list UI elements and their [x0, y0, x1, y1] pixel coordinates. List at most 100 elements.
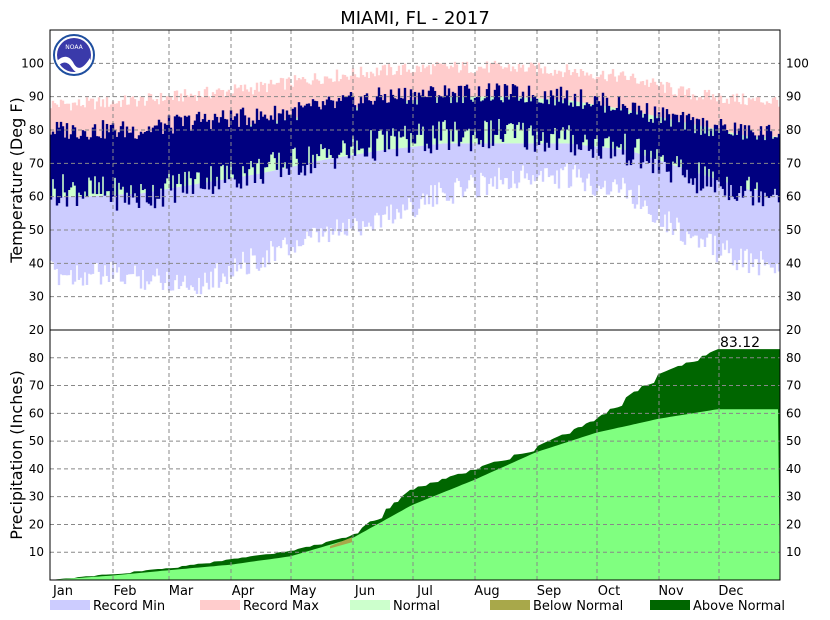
record-min-bars — [49, 143, 781, 295]
record-max-bar — [773, 96, 777, 137]
record-min-bar — [653, 158, 657, 223]
observed-temp-bar — [275, 123, 279, 170]
record-max-bar — [89, 98, 93, 143]
record-min-bar — [385, 149, 389, 207]
observed-temp-bar — [361, 103, 365, 149]
record-max-bar — [287, 77, 291, 119]
observed-temp-bar — [247, 117, 251, 170]
observed-temp-bar — [181, 126, 185, 193]
record-max-bar — [641, 81, 645, 114]
observed-temp-bar — [427, 90, 431, 149]
record-max-bar — [507, 64, 511, 97]
observed-temp-bar — [259, 111, 263, 180]
record-min-bar — [391, 148, 395, 224]
record-min-bar — [277, 169, 281, 247]
record-min-bar — [713, 178, 717, 236]
observed-temp-bar — [591, 104, 595, 158]
record-min-bar — [109, 195, 113, 263]
record-min-bar — [395, 148, 399, 209]
record-min-bar — [463, 143, 467, 192]
record-min-bar — [301, 164, 305, 245]
record-max-bar — [367, 78, 371, 106]
record-min-bar — [59, 196, 63, 275]
observed-temp-bar — [435, 102, 439, 150]
record-max-bar — [61, 100, 65, 144]
record-min-bar — [215, 180, 219, 264]
record-max-bar — [649, 82, 653, 116]
record-max-bar — [595, 76, 599, 105]
observed-temp-bar — [223, 118, 227, 183]
record-max-bar — [647, 86, 651, 115]
precip-tick-right: 70 — [786, 379, 801, 393]
record-min-bar — [627, 150, 631, 191]
record-min-bar — [325, 159, 329, 227]
record-min-bar — [265, 172, 269, 251]
observed-temp-bar — [281, 109, 285, 168]
record-max-bar — [473, 73, 477, 97]
observed-temp-bar — [759, 126, 763, 192]
record-min-bar — [151, 191, 155, 276]
record-max-bar — [53, 103, 57, 144]
record-min-bar — [149, 191, 153, 282]
record-max-bar — [221, 89, 225, 130]
record-max-bar — [313, 73, 317, 115]
record-min-bar — [139, 193, 143, 289]
record-min-bar — [431, 144, 435, 207]
record-max-bar — [625, 79, 629, 110]
observed-temp-bar — [349, 92, 353, 147]
observed-temp-bar — [553, 105, 557, 128]
record-min-bar — [141, 192, 145, 270]
record-min-bar — [709, 177, 713, 235]
record-max-bar — [511, 66, 515, 98]
record-min-bar — [551, 143, 555, 176]
record-max-bar — [219, 90, 223, 130]
legend-label: Record Max — [243, 599, 319, 614]
legend-swatch — [200, 600, 240, 610]
record-min-bar — [751, 190, 755, 268]
observed-temp-bar — [625, 107, 629, 166]
record-max-bar — [609, 73, 613, 108]
record-max-bar — [419, 71, 423, 100]
record-max-bar — [211, 92, 215, 132]
record-min-bar — [415, 146, 419, 215]
observed-temp-bar — [157, 119, 161, 199]
legend-label: Above Normal — [693, 599, 785, 614]
observed-temp-bar — [571, 106, 575, 135]
record-min-bar — [475, 143, 479, 198]
temp-tick-left: 80 — [29, 123, 44, 137]
observed-temp-bar — [611, 109, 615, 142]
observed-temp-bar — [297, 102, 301, 175]
observed-temp-bar — [391, 94, 395, 129]
record-max-bar — [777, 106, 781, 137]
record-max-bar — [121, 99, 125, 142]
observed-temp-bar — [337, 98, 341, 155]
record-max-bar — [493, 60, 497, 97]
observed-temp-bar — [761, 134, 765, 207]
record-min-bar — [143, 192, 147, 290]
record-min-bar — [353, 154, 357, 219]
observed-temp-bar — [103, 138, 107, 196]
observed-temp-bar — [383, 93, 387, 153]
record-max-bar — [427, 65, 431, 99]
record-max-bar — [307, 83, 311, 116]
record-max-bar — [435, 61, 439, 98]
record-min-bar — [253, 174, 257, 256]
record-max-bar — [357, 77, 361, 108]
observed-temp-bar — [315, 101, 319, 154]
observed-temp-bar — [203, 113, 207, 190]
record-min-bar — [525, 143, 529, 174]
record-max-bar — [273, 84, 277, 122]
record-min-bar — [209, 181, 213, 272]
observed-temp-bar — [503, 84, 507, 134]
record-min-bar — [375, 150, 379, 213]
record-max-bar — [409, 72, 413, 101]
observed-temp-bar — [125, 126, 129, 193]
record-max-bar — [217, 88, 221, 131]
observed-temp-bar — [101, 120, 105, 177]
record-min-bar — [251, 174, 255, 256]
record-max-bar — [731, 94, 735, 133]
record-min-bar — [451, 143, 455, 204]
record-max-bar — [327, 78, 331, 113]
record-min-bar — [55, 196, 59, 269]
record-min-bar — [601, 147, 605, 188]
